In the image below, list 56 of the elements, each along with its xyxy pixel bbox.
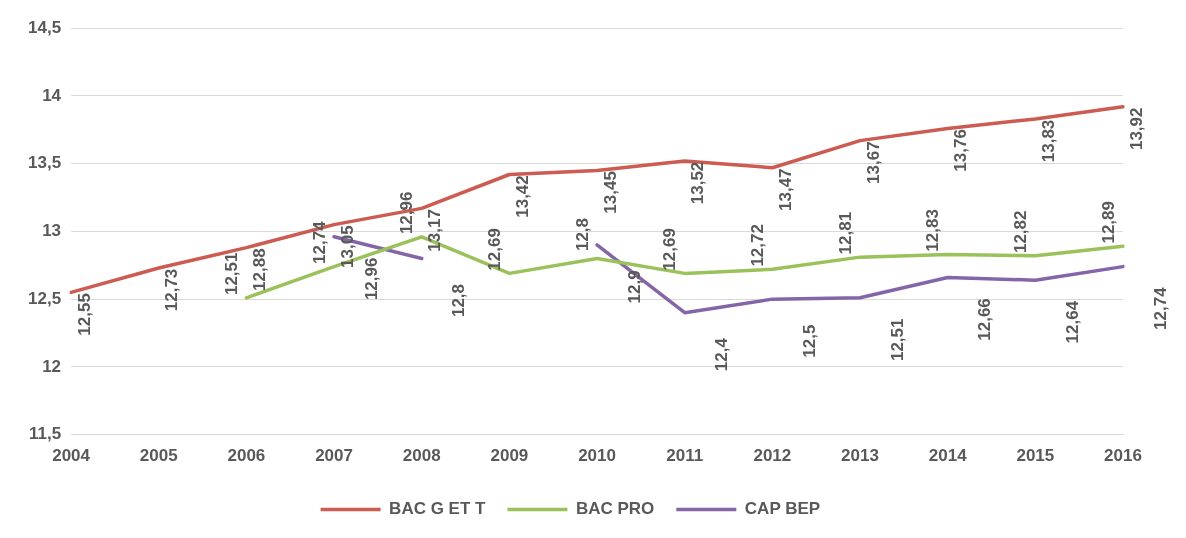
data-label: 12,74 — [309, 220, 329, 264]
y-tick-label: 14,5 — [27, 17, 62, 37]
data-label: 12,96 — [361, 257, 381, 301]
data-label: 12,73 — [162, 268, 182, 312]
x-tick-label: 2016 — [1104, 446, 1142, 466]
x-tick-label: 2013 — [841, 446, 879, 466]
data-label: 12,51 — [222, 252, 242, 296]
y-tick-label: 14 — [42, 85, 62, 105]
data-label: 12,8 — [572, 217, 592, 252]
data-label: 12,64 — [1063, 300, 1083, 344]
y-tick-label: 12,5 — [27, 288, 62, 308]
legend-label: BAC PRO — [575, 499, 655, 519]
data-label: 12,74 — [1150, 286, 1170, 330]
data-label: 12,55 — [74, 293, 94, 336]
x-tick-label: 2006 — [227, 446, 266, 466]
data-label: 12,69 — [660, 228, 680, 271]
x-tick-label: 2007 — [315, 446, 353, 466]
data-label: 13,67 — [863, 141, 883, 184]
data-label: 12,72 — [748, 224, 768, 267]
legend-label: BAC G ET T — [389, 499, 487, 519]
x-tick-label: 2015 — [1016, 446, 1055, 466]
data-label: 13,42 — [513, 175, 533, 218]
data-label: 13,45 — [600, 171, 620, 214]
data-label: 12,69 — [485, 228, 505, 271]
data-label: 12,81 — [835, 211, 855, 255]
data-label: 13,83 — [1039, 119, 1059, 163]
data-label: 13,92 — [1126, 107, 1146, 151]
y-tick-label: 13 — [42, 221, 62, 241]
data-label: 13,17 — [425, 209, 445, 252]
data-label: 12,82 — [1011, 210, 1031, 254]
data-label: 12,5 — [800, 324, 820, 358]
data-label: 12,51 — [887, 318, 907, 362]
x-tick-label: 2008 — [402, 446, 441, 466]
y-tick-label: 11,5 — [28, 424, 62, 444]
data-label: 12,9 — [624, 270, 644, 304]
x-tick-label: 2005 — [139, 446, 178, 466]
y-tick-label: 12 — [42, 356, 62, 376]
x-tick-label: 2011 — [666, 446, 704, 466]
x-tick-label: 2009 — [490, 446, 529, 466]
data-label: 13,52 — [688, 161, 708, 205]
x-tick-label: 2010 — [578, 446, 616, 466]
x-tick-label: 2012 — [753, 446, 792, 466]
y-tick-label: 13,5 — [27, 153, 62, 173]
data-label: 12,96 — [397, 191, 417, 235]
data-label: 12,89 — [1098, 201, 1118, 244]
data-label: 12,8 — [449, 283, 469, 318]
data-label: 12,4 — [712, 337, 732, 372]
x-tick-label: 2014 — [928, 446, 968, 466]
data-label: 12,66 — [975, 298, 995, 341]
x-tick-label: 2004 — [52, 446, 91, 466]
data-label: 12,83 — [923, 209, 943, 252]
data-label: 13,47 — [776, 168, 796, 211]
data-label: 12,88 — [250, 248, 270, 291]
legend-label: CAP BEP — [744, 499, 821, 519]
data-label: 13,76 — [951, 129, 971, 172]
data-label: 13,05 — [337, 225, 357, 268]
